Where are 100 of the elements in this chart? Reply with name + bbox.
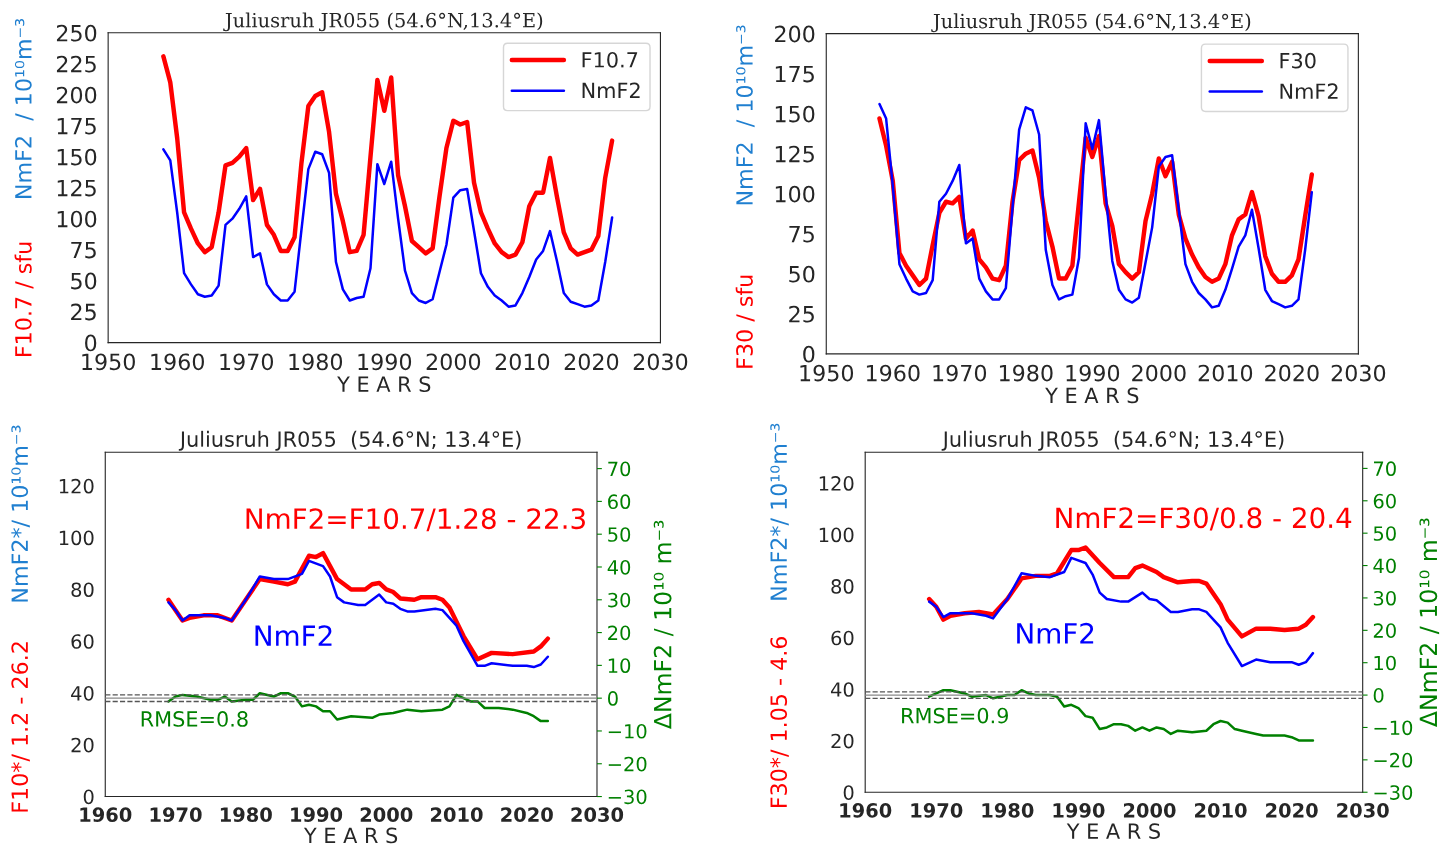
y-tick-label: 20: [71, 737, 94, 753]
line-series: [162, 148, 614, 308]
line-series: [927, 556, 1315, 668]
y2-tick-label: −10: [1374, 720, 1413, 736]
x-axis-title: Y E A R S: [1045, 387, 1139, 404]
y-tick-label: 125: [775, 145, 814, 163]
y-tick-label: 150: [57, 148, 97, 166]
x-tick-label: 1970: [150, 807, 202, 823]
x-tick-label: 1960: [80, 807, 132, 823]
legend-label: NmF2: [1280, 83, 1338, 99]
y-tick-label: 0: [803, 345, 815, 363]
x-tick-label: 2020: [564, 353, 619, 371]
series-label: RMSE=0.8: [141, 711, 248, 727]
y-tick-label: 0: [85, 334, 97, 352]
x-tick-label: 2020: [501, 807, 553, 823]
y-tick-label: 200: [775, 25, 815, 43]
y-tick-label: 100: [57, 210, 97, 228]
x-tick-label: 1980: [999, 364, 1053, 382]
x-tick-label: 1950: [82, 353, 135, 371]
y-tick-label: 40: [830, 682, 854, 697]
series-label: NmF2: [255, 625, 332, 646]
x-axis-title: Y E A R S: [337, 376, 431, 393]
y-tick-label: 80: [831, 579, 854, 594]
x-tick-label: 2030: [571, 807, 624, 823]
series-label: NmF2=F10.7/1.28 - 22.3: [246, 508, 585, 532]
x-tick-label: 2030: [633, 353, 688, 371]
y2-tick-label: −30: [608, 789, 647, 805]
y-tick-label: 175: [57, 117, 96, 135]
series-label: RMSE=0.9: [902, 707, 1008, 724]
text: NmF2*/ 10¹⁰m⁻³: [770, 423, 789, 600]
y2-tick-label: 20: [1373, 623, 1396, 638]
x-tick-label: 2000: [426, 353, 481, 371]
x-tick-label: 1980: [289, 353, 343, 371]
y-tick-label: 20: [831, 733, 854, 749]
x-axis-title: Y E A R S: [1066, 823, 1160, 839]
x-tick-label: 2010: [495, 353, 550, 371]
legend-label: NmF2: [582, 82, 640, 98]
chart-title: Juliusruh JR055 (54.6°N; 13.4°E): [941, 430, 1284, 451]
y2-tick-label: 50: [1373, 526, 1396, 541]
legend-label: F10.7: [582, 51, 638, 68]
x-tick-label: 1970: [933, 364, 987, 382]
y2-tick-label: 20: [608, 625, 631, 641]
x-tick-label: 1970: [911, 802, 963, 818]
y2-tick-label: 40: [607, 559, 631, 575]
x-tick-label: 1960: [840, 802, 892, 818]
y-tick-label: 40: [71, 685, 94, 701]
y2-tick-label: 70: [608, 461, 631, 477]
y2-tick-label: 0: [607, 691, 618, 706]
y2-tick-label: −30: [1374, 785, 1413, 800]
y2-tick-label: 0: [1373, 688, 1384, 703]
y2-tick-label: 30: [608, 592, 631, 608]
y-tick-label: 200: [56, 86, 97, 104]
x-tick-label: 2020: [1266, 802, 1318, 818]
x-tick-label: 1990: [291, 807, 343, 823]
line-series: [878, 102, 1314, 309]
x-tick-label: 1960: [866, 364, 920, 382]
text: F10*/ 1.2 - 26.2: [11, 642, 30, 812]
y-tick-label: 50: [71, 272, 97, 290]
y-tick-label: 120: [819, 476, 854, 491]
y-tick-label: 60: [831, 630, 854, 646]
x-tick-label: 2000: [1132, 364, 1186, 382]
x-tick-label: 2020: [1265, 364, 1319, 382]
y-tick-label: 225: [56, 55, 96, 73]
y2-tick-label: −20: [608, 756, 647, 772]
x-tick-label: 2010: [1198, 364, 1253, 382]
y2-tick-label: 60: [1373, 493, 1396, 509]
y-tick-label: 75: [789, 226, 814, 243]
y2-tick-label: 30: [1373, 590, 1396, 606]
y2-tick-label: 50: [608, 527, 631, 542]
y-tick-label: 25: [71, 303, 96, 321]
series-label: NmF2=F30/0.8 - 20.4: [1056, 507, 1352, 531]
legend-label: F30: [1280, 52, 1316, 69]
y2-tick-label: −20: [1374, 752, 1413, 768]
x-tick-label: 1980: [982, 802, 1034, 818]
x-tick-label: 1990: [1053, 802, 1105, 818]
y-tick-label: 50: [789, 265, 815, 283]
y-tick-label: 120: [59, 478, 94, 494]
x-tick-label: 1990: [1066, 364, 1120, 382]
y-tick-label: 125: [57, 179, 96, 197]
chart-title: Juliusruh JR055 (54.6°N; 13.4°E): [178, 430, 521, 451]
y-tick-label: 0: [843, 785, 854, 800]
y-tick-label: 60: [71, 634, 94, 649]
y-tick-label: 250: [56, 24, 97, 42]
y2-axis-title: ΔNmF2 / 10¹⁰ m⁻³: [1419, 518, 1440, 727]
x-tick-label: 1960: [151, 353, 204, 371]
x-tick-label: 1980: [220, 807, 272, 823]
x-tick-label: 2010: [1195, 802, 1247, 818]
y2-tick-label: 10: [608, 658, 631, 674]
text: NmF2*/ 10¹⁰m⁻³: [11, 425, 30, 602]
x-axis-title: Y E A R S: [303, 827, 398, 844]
y2-tick-label: 40: [1373, 558, 1396, 574]
y2-tick-label: 70: [1374, 461, 1396, 477]
y2-tick-label: 60: [608, 494, 631, 510]
text: NmF2 / 10¹⁰m⁻³: [736, 25, 755, 205]
text: F30*/ 1.05 - 4.6: [770, 636, 789, 808]
x-tick-label: 1950: [800, 364, 854, 382]
x-tick-label: 2030: [1337, 802, 1389, 818]
x-tick-label: 1970: [220, 353, 274, 371]
y-tick-label: 100: [819, 527, 854, 543]
series-label: NmF2: [1017, 622, 1094, 644]
